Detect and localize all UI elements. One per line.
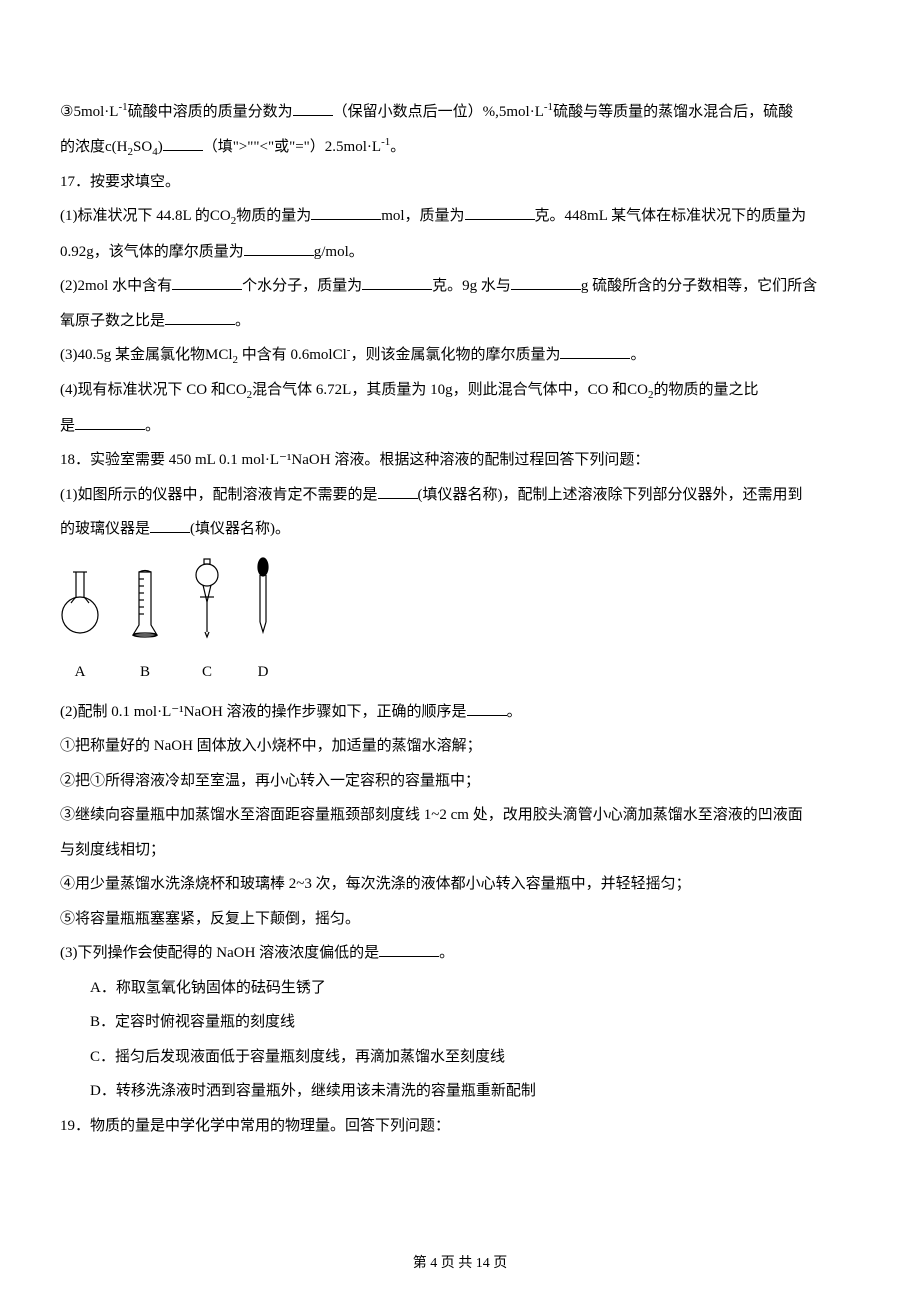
q17-s4-line2: 是。 [60, 409, 860, 444]
q18-step3: ③继续向容量瓶中加蒸馏水至溶面距容量瓶颈部刻度线 1~2 cm 处，改用胶头滴管… [60, 798, 860, 833]
q18-s2: (2)配制 0.1 mol·L⁻¹NaOH 溶液的操作步骤如下，正确的顺序是 。 [60, 695, 860, 730]
q17-s4-line1: (4)现有标准状况下 CO 和CO2混合气体 6.72L，其质量为 10g，则此… [60, 373, 860, 408]
q17-title: 17．按要求填空。 [60, 165, 860, 200]
text: 的浓度c(H [60, 139, 128, 155]
text: (2)2mol 水中含有 [60, 278, 172, 294]
text: SO [133, 139, 152, 155]
text: mol，质量为 [381, 208, 464, 224]
text: 克。9g 水与 [432, 278, 511, 294]
q19-title: 19．物质的量是中学化学中常用的物理量。回答下列问题： [60, 1109, 860, 1144]
text: 。 [507, 704, 522, 720]
graduated-cylinder-icon [125, 567, 165, 642]
q17-s2-line2: 氧原子数之比是 。 [60, 304, 860, 339]
text: (1)标准状况下 44.8L 的CO [60, 208, 231, 224]
text: (1)如图所示的仪器中，配制溶液肯定不需要的是 [60, 487, 378, 503]
q18-option-d: D．转移洗涤液时洒到容量瓶外，继续用该未清洗的容量瓶重新配制 [60, 1074, 860, 1109]
q18-option-c: C．摇匀后发现液面低于容量瓶刻度线，再滴加蒸馏水至刻度线 [60, 1040, 860, 1075]
label-c: C [190, 655, 224, 690]
dropper-icon [249, 557, 277, 642]
text: (填仪器名称)。 [190, 521, 290, 537]
q18-step1: ①把称量好的 NaOH 固体放入小烧杯中，加适量的蒸馏水溶解； [60, 729, 860, 764]
q18-step3b: 与刻度线相切； [60, 833, 860, 868]
blank [150, 515, 190, 533]
text: 中含有 0.6molCl [238, 347, 347, 363]
blank [311, 202, 381, 220]
apparatus-d: D [249, 557, 277, 690]
text: 的物质的量之比 [654, 382, 759, 398]
blank [362, 272, 432, 290]
q18-s3: (3)下列操作会使配得的 NaOH 溶液浓度偏低的是 。 [60, 936, 860, 971]
blank [172, 272, 242, 290]
q18-step5: ⑤将容量瓶瓶塞塞紧，反复上下颠倒，摇匀。 [60, 902, 860, 937]
text: (2)配制 0.1 mol·L⁻¹NaOH 溶液的操作步骤如下，正确的顺序是 [60, 704, 467, 720]
text: ，则该金属氯化物的摩尔质量为 [350, 347, 560, 363]
text: 硫酸与等质量的蒸馏水混合后，硫酸 [553, 104, 793, 120]
text: 。 [145, 418, 160, 434]
text: (4)现有标准状况下 CO 和CO [60, 382, 247, 398]
blank [467, 698, 507, 716]
q18-option-a: A．称取氢氧化钠固体的砝码生锈了 [60, 971, 860, 1006]
text: 是 [60, 418, 75, 434]
text: 。 [390, 139, 405, 155]
label-d: D [249, 655, 277, 690]
text: 混合气体 6.72L，其质量为 10g，则此混合气体中，CO 和CO [252, 382, 648, 398]
sup: -1 [381, 136, 390, 148]
q18-option-b: B．定容时俯视容量瓶的刻度线 [60, 1005, 860, 1040]
q17-s2-line1: (2)2mol 水中含有 个水分子，质量为 克。9g 水与 g 硫酸所含的分子数相等，… [60, 269, 860, 304]
text: 。 [439, 945, 454, 961]
blank [379, 939, 439, 957]
text: g/mol。 [314, 244, 364, 260]
apparatus-c: C [190, 557, 224, 690]
blank [511, 272, 581, 290]
text: （填">""<"或"="）2.5mol·L [203, 139, 381, 155]
text: 0.92g，该气体的摩尔质量为 [60, 244, 244, 260]
text: (3)40.5g 某金属氯化物MCl [60, 347, 233, 363]
blank [293, 98, 333, 116]
text: 。 [630, 347, 645, 363]
q16-part3-line1: ③5mol·L-1硫酸中溶质的质量分数为（保留小数点后一位）%,5mol·L-1… [60, 95, 860, 130]
blank [560, 341, 630, 359]
q18-step2: ②把①所得溶液冷却至室温，再小心转入一定容积的容量瓶中； [60, 764, 860, 799]
sup: -1 [544, 101, 553, 113]
blank [378, 481, 418, 499]
text: 氧原子数之比是 [60, 313, 165, 329]
blank [163, 133, 203, 151]
apparatus-figure: A B [60, 547, 860, 695]
text: ③5mol·L [60, 104, 118, 120]
document-content: ③5mol·L-1硫酸中溶质的质量分数为（保留小数点后一位）%,5mol·L-1… [60, 95, 860, 1143]
text: 个水分子，质量为 [242, 278, 362, 294]
q17-s1-line2: 0.92g，该气体的摩尔质量为 g/mol。 [60, 235, 860, 270]
blank [244, 238, 314, 256]
text: 。 [235, 313, 250, 329]
label-a: A [60, 655, 100, 690]
q18-step4: ④用少量蒸馏水洗涤烧杯和玻璃棒 2~3 次，每次洗涤的液体都小心转入容量瓶中，并… [60, 867, 860, 902]
blank [165, 307, 235, 325]
q18-s1-line1: (1)如图所示的仪器中，配制溶液肯定不需要的是 (填仪器名称)，配制上述溶液除下列… [60, 478, 860, 513]
q16-part3-line2: 的浓度c(H2SO4)（填">""<"或"="）2.5mol·L-1。 [60, 130, 860, 165]
separating-funnel-icon [190, 557, 224, 642]
page-footer: 第 4 页 共 14 页 [0, 1252, 920, 1272]
apparatus-a: A [60, 567, 100, 690]
blank [465, 202, 535, 220]
text: g 硫酸所含的分子数相等，它们所含 [581, 278, 817, 294]
text: （保留小数点后一位）%,5mol·L [333, 104, 544, 120]
text: (填仪器名称)，配制上述溶液除下列部分仪器外，还需用到 [418, 487, 803, 503]
text: 的玻璃仪器是 [60, 521, 150, 537]
blank [75, 412, 145, 430]
sup: -1 [118, 101, 127, 113]
text: 克。448mL 某气体在标准状况下的质量为 [535, 208, 807, 224]
text: 硫酸中溶质的质量分数为 [128, 104, 293, 120]
text: 物质的量为 [236, 208, 311, 224]
q17-s3: (3)40.5g 某金属氯化物MCl2 中含有 0.6molCl-，则该金属氯化… [60, 338, 860, 373]
q18-s1-line2: 的玻璃仪器是 (填仪器名称)。 [60, 512, 860, 547]
label-b: B [125, 655, 165, 690]
apparatus-b: B [125, 567, 165, 690]
q17-s1-line1: (1)标准状况下 44.8L 的CO2物质的量为mol，质量为克。448mL 某… [60, 199, 860, 234]
text: (3)下列操作会使配得的 NaOH 溶液浓度偏低的是 [60, 945, 379, 961]
round-flask-icon [60, 567, 100, 642]
q18-title: 18．实验室需要 450 mL 0.1 mol·L⁻¹NaOH 溶液。根据这种溶… [60, 443, 860, 478]
